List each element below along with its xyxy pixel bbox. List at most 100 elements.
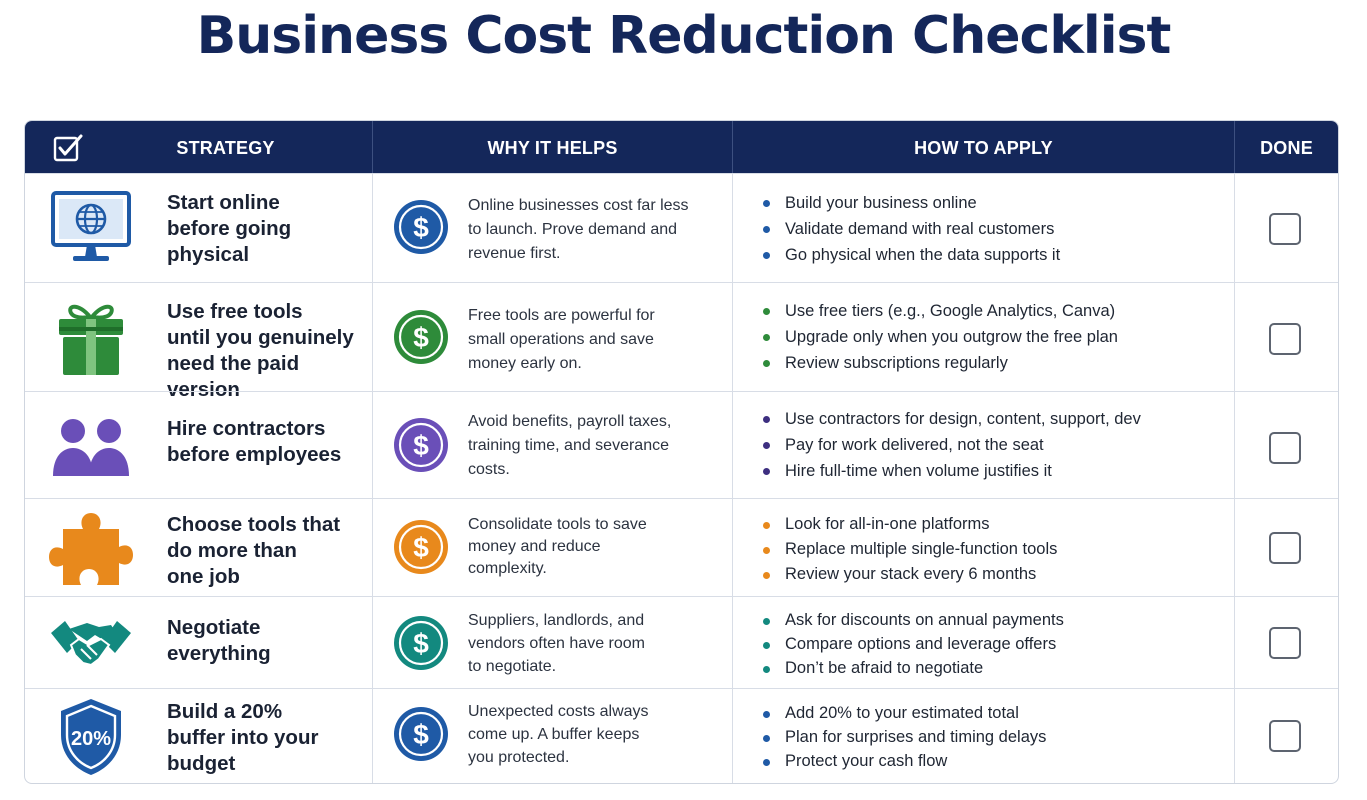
strategy-text: Choose tools that do more than one job: [167, 512, 372, 590]
why-line: complexity.: [468, 560, 547, 577]
strategy-line: Choose tools that: [167, 513, 341, 536]
how-list: Use free tiers (e.g., Google Analytics, …: [761, 298, 1118, 376]
why-text: Free tools are powerful for small operat…: [468, 304, 718, 376]
dollar-coin-icon: $: [394, 707, 448, 761]
done-cell: [1235, 597, 1338, 688]
dollar-coin-icon: $: [394, 616, 448, 670]
coin-symbol: $: [413, 212, 429, 243]
done-checkbox[interactable]: [1269, 323, 1301, 355]
how-cell: Use free tiers (e.g., Google Analytics, …: [733, 283, 1235, 391]
why-line: Avoid benefits, payroll taxes,: [468, 413, 672, 430]
strategy-cell: 20% Build a 20% buffer into your budget: [25, 689, 373, 783]
strategy-cell: Choose tools that do more than one job: [25, 499, 373, 596]
why-line: money early on.: [468, 355, 582, 372]
why-line: revenue first.: [468, 245, 561, 262]
strategy-text: Use free tools until you genuinely need …: [167, 299, 372, 403]
why-line: Consolidate tools to save: [468, 516, 647, 533]
strategy-cell: Start online before going physical: [25, 174, 373, 282]
list-item: Review subscriptions regularly: [761, 350, 1118, 376]
strategy-line: budget: [167, 752, 236, 775]
strategy-line: do more than: [167, 539, 297, 562]
checkbox-checked-icon: [53, 134, 83, 162]
page-title: Business Cost Reduction Checklist: [196, 6, 1172, 66]
table-row: 20% Build a 20% buffer into your budget …: [25, 688, 1338, 783]
strategy-line: need the paid version: [167, 352, 300, 401]
how-cell: Build your business online Validate dema…: [733, 174, 1235, 282]
why-cell: $ Suppliers, landlords, and vendors ofte…: [373, 597, 733, 688]
why-line: vendors often have room: [468, 635, 645, 652]
list-item: Look for all-in-one platforms: [761, 512, 1057, 537]
coin-symbol: $: [413, 628, 429, 659]
list-item: Review your stack every 6 months: [761, 562, 1057, 587]
header-how: HOW TO APPLY: [733, 121, 1235, 173]
why-cell: $ Avoid benefits, payroll taxes, trainin…: [373, 392, 733, 498]
strategy-line: physical: [167, 243, 250, 266]
strategy-cell: Negotiate everything: [25, 597, 373, 688]
table-row: Hire contractors before employees $ Avoi…: [25, 391, 1338, 498]
list-item: Upgrade only when you outgrow the free p…: [761, 324, 1118, 350]
why-line: Suppliers, landlords, and: [468, 612, 645, 629]
header-how-label: HOW TO APPLY: [914, 138, 1053, 158]
table-row: Start online before going physical $ Onl…: [25, 173, 1338, 282]
why-line: Online businesses cost far less: [468, 197, 689, 214]
strategy-text: Negotiate everything: [167, 615, 372, 667]
table-row: Use free tools until you genuinely need …: [25, 282, 1338, 401]
why-cell: $ Unexpected costs always come up. A buf…: [373, 689, 733, 783]
why-cell: $ Free tools are powerful for small oper…: [373, 283, 733, 391]
strategy-text: Start online before going physical: [167, 190, 372, 268]
checklist-table: STRATEGY WHY IT HELPS HOW TO APPLY DONE: [24, 120, 1339, 784]
dollar-coin-icon: $: [394, 200, 448, 254]
table-header: STRATEGY WHY IT HELPS HOW TO APPLY DONE: [25, 121, 1338, 173]
why-text: Avoid benefits, payroll taxes, training …: [468, 410, 718, 482]
how-list: Add 20% to your estimated total Plan for…: [761, 701, 1046, 773]
list-item: Add 20% to your estimated total: [761, 701, 1046, 725]
table-row: Negotiate everything $ Suppliers, landlo…: [25, 596, 1338, 688]
header-why: WHY IT HELPS: [373, 121, 733, 173]
header-strategy: STRATEGY: [25, 121, 373, 173]
why-line: to negotiate.: [468, 658, 557, 675]
list-item: Don’t be afraid to negotiate: [761, 656, 1064, 680]
done-checkbox[interactable]: [1269, 720, 1301, 752]
header-why-label: WHY IT HELPS: [487, 138, 618, 158]
why-text: Consolidate tools to save money and redu…: [468, 514, 718, 580]
list-item: Use free tiers (e.g., Google Analytics, …: [761, 298, 1118, 324]
strategy-line: before employees: [167, 443, 342, 466]
how-list: Build your business online Validate dema…: [761, 190, 1060, 268]
done-cell: [1235, 392, 1338, 498]
handshake-icon: [51, 621, 131, 667]
strategy-line: buffer into your: [167, 726, 319, 749]
how-cell: Look for all-in-one platforms Replace mu…: [733, 499, 1235, 596]
done-checkbox[interactable]: [1269, 432, 1301, 464]
done-cell: [1235, 174, 1338, 282]
how-cell: Use contractors for design, content, sup…: [733, 392, 1235, 498]
dollar-coin-icon: $: [394, 520, 448, 574]
why-text: Online businesses cost far less to launc…: [468, 194, 718, 266]
why-line: money and reduce: [468, 538, 601, 555]
why-line: Free tools are powerful for: [468, 307, 655, 324]
list-item: Validate demand with real customers: [761, 216, 1060, 242]
strategy-line: Negotiate: [167, 616, 261, 639]
done-checkbox[interactable]: [1269, 213, 1301, 245]
done-checkbox[interactable]: [1269, 627, 1301, 659]
strategy-cell: Hire contractors before employees: [25, 392, 373, 498]
why-line: small operations and save: [468, 331, 654, 348]
list-item: Compare options and leverage offers: [761, 632, 1064, 656]
how-list: Ask for discounts on annual payments Com…: [761, 608, 1064, 680]
header-done: DONE: [1235, 121, 1338, 173]
list-item: Replace multiple single-function tools: [761, 537, 1057, 562]
list-item: Ask for discounts on annual payments: [761, 608, 1064, 632]
why-line: to launch. Prove demand and: [468, 221, 678, 238]
table-row: Choose tools that do more than one job $…: [25, 498, 1338, 596]
strategy-line: Start online: [167, 191, 280, 214]
strategy-line: everything: [167, 642, 271, 665]
shield-label: 20%: [71, 728, 111, 750]
strategy-text: Hire contractors before employees: [167, 416, 372, 468]
coin-symbol: $: [413, 322, 429, 353]
why-line: come up. A buffer keeps: [468, 726, 640, 743]
list-item: Pay for work delivered, not the seat: [761, 432, 1141, 458]
strategy-line: until you genuinely: [167, 326, 354, 349]
computer-globe-icon: [51, 191, 131, 261]
done-checkbox[interactable]: [1269, 532, 1301, 564]
strategy-line: one job: [167, 565, 240, 588]
why-text: Unexpected costs always come up. A buffe…: [468, 700, 718, 769]
